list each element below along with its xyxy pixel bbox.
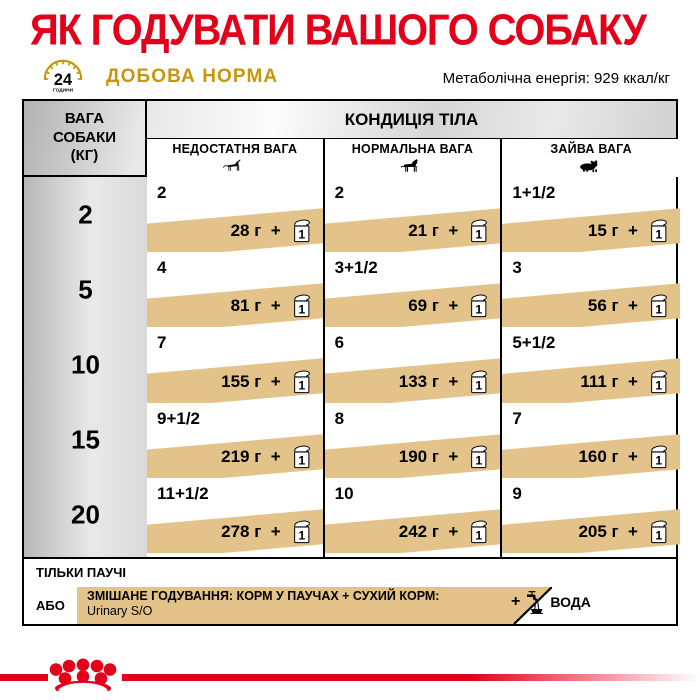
svg-text:1: 1 bbox=[476, 228, 483, 242]
svg-text:1: 1 bbox=[655, 529, 662, 543]
svg-text:1: 1 bbox=[298, 378, 305, 392]
svg-text:1: 1 bbox=[298, 529, 305, 543]
svg-text:ГОДИНИ: ГОДИНИ bbox=[53, 87, 74, 93]
svg-text:24: 24 bbox=[54, 71, 72, 89]
svg-text:1: 1 bbox=[476, 529, 483, 543]
svg-text:1: 1 bbox=[655, 303, 662, 317]
svg-text:1: 1 bbox=[655, 228, 662, 242]
svg-text:1: 1 bbox=[476, 453, 483, 467]
svg-text:1: 1 bbox=[476, 378, 483, 392]
svg-text:1: 1 bbox=[298, 453, 305, 467]
svg-text:1: 1 bbox=[298, 228, 305, 242]
svg-text:1: 1 bbox=[655, 453, 662, 467]
svg-text:1: 1 bbox=[298, 303, 305, 317]
svg-text:1: 1 bbox=[655, 378, 662, 392]
svg-text:1: 1 bbox=[476, 303, 483, 317]
